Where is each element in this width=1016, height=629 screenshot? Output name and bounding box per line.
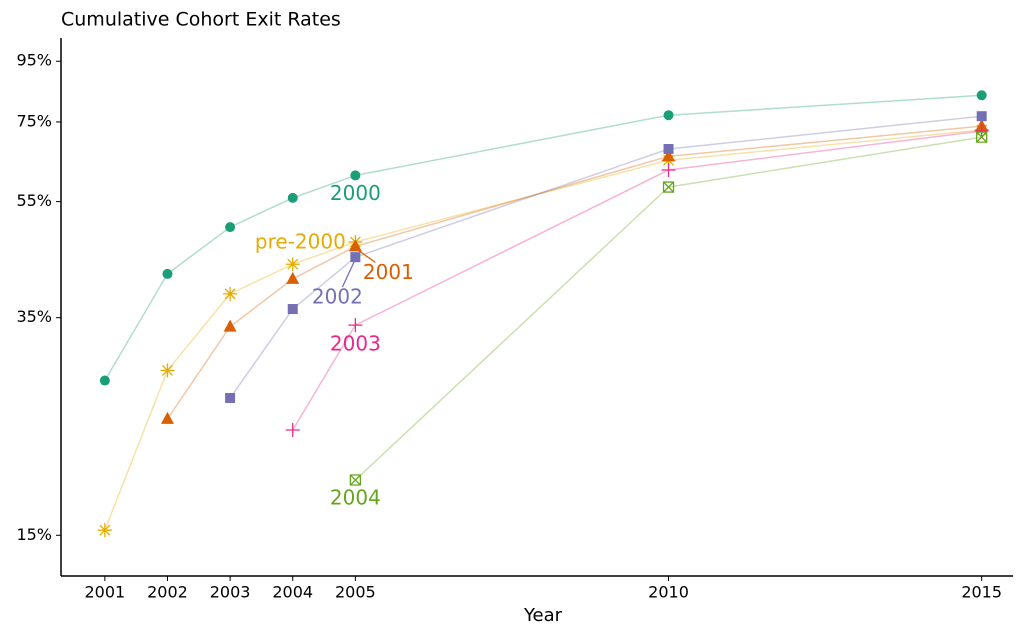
point bbox=[285, 257, 300, 272]
point bbox=[348, 318, 363, 333]
series-line bbox=[292, 130, 982, 431]
x-tick-label: 2001 bbox=[84, 583, 125, 602]
point bbox=[160, 363, 175, 378]
y-tick-label: 15% bbox=[16, 525, 52, 544]
y-tick-label: 95% bbox=[16, 51, 52, 70]
x-tick-label: 2015 bbox=[961, 583, 1002, 602]
label-leader bbox=[354, 247, 376, 263]
point bbox=[663, 110, 674, 121]
y-tick-label: 35% bbox=[16, 307, 52, 326]
point bbox=[99, 375, 110, 386]
point bbox=[286, 271, 300, 284]
point bbox=[287, 192, 298, 203]
series-label: pre-2000 bbox=[255, 229, 346, 253]
x-tick-label: 2010 bbox=[648, 583, 689, 602]
x-tick-label: 2005 bbox=[335, 583, 376, 602]
y-tick-label: 75% bbox=[16, 111, 52, 130]
x-tick-label: 2002 bbox=[147, 583, 188, 602]
point bbox=[663, 144, 674, 155]
point bbox=[160, 411, 174, 424]
series-label: 2002 bbox=[312, 285, 363, 309]
series-label: 2001 bbox=[363, 260, 414, 284]
point bbox=[225, 222, 236, 233]
point bbox=[350, 252, 361, 263]
point bbox=[976, 111, 987, 122]
point bbox=[976, 90, 987, 101]
point bbox=[97, 523, 112, 538]
series-line bbox=[166, 125, 982, 420]
series-line bbox=[229, 115, 982, 399]
label-leader bbox=[341, 258, 356, 288]
x-tick-label: 2003 bbox=[210, 583, 251, 602]
x-tick-label: 2004 bbox=[272, 583, 313, 602]
y-tick-label: 55% bbox=[16, 191, 52, 210]
point bbox=[287, 304, 298, 315]
point bbox=[976, 131, 988, 143]
point bbox=[225, 392, 236, 403]
series-label: 2004 bbox=[330, 486, 381, 510]
point bbox=[162, 268, 173, 279]
point bbox=[348, 239, 362, 252]
series-label: 2000 bbox=[330, 181, 381, 205]
series-line bbox=[354, 136, 982, 481]
x-axis-title: Year bbox=[523, 605, 563, 626]
point bbox=[974, 124, 989, 139]
point bbox=[350, 170, 361, 181]
series-line bbox=[104, 129, 982, 531]
point bbox=[662, 149, 676, 162]
series-label: 2003 bbox=[330, 332, 381, 356]
point bbox=[285, 423, 300, 438]
point bbox=[661, 163, 676, 178]
point bbox=[662, 181, 675, 193]
point bbox=[349, 474, 362, 486]
point bbox=[223, 286, 238, 301]
point bbox=[223, 319, 237, 332]
chart-title: Cumulative Cohort Exit Rates bbox=[61, 9, 341, 31]
